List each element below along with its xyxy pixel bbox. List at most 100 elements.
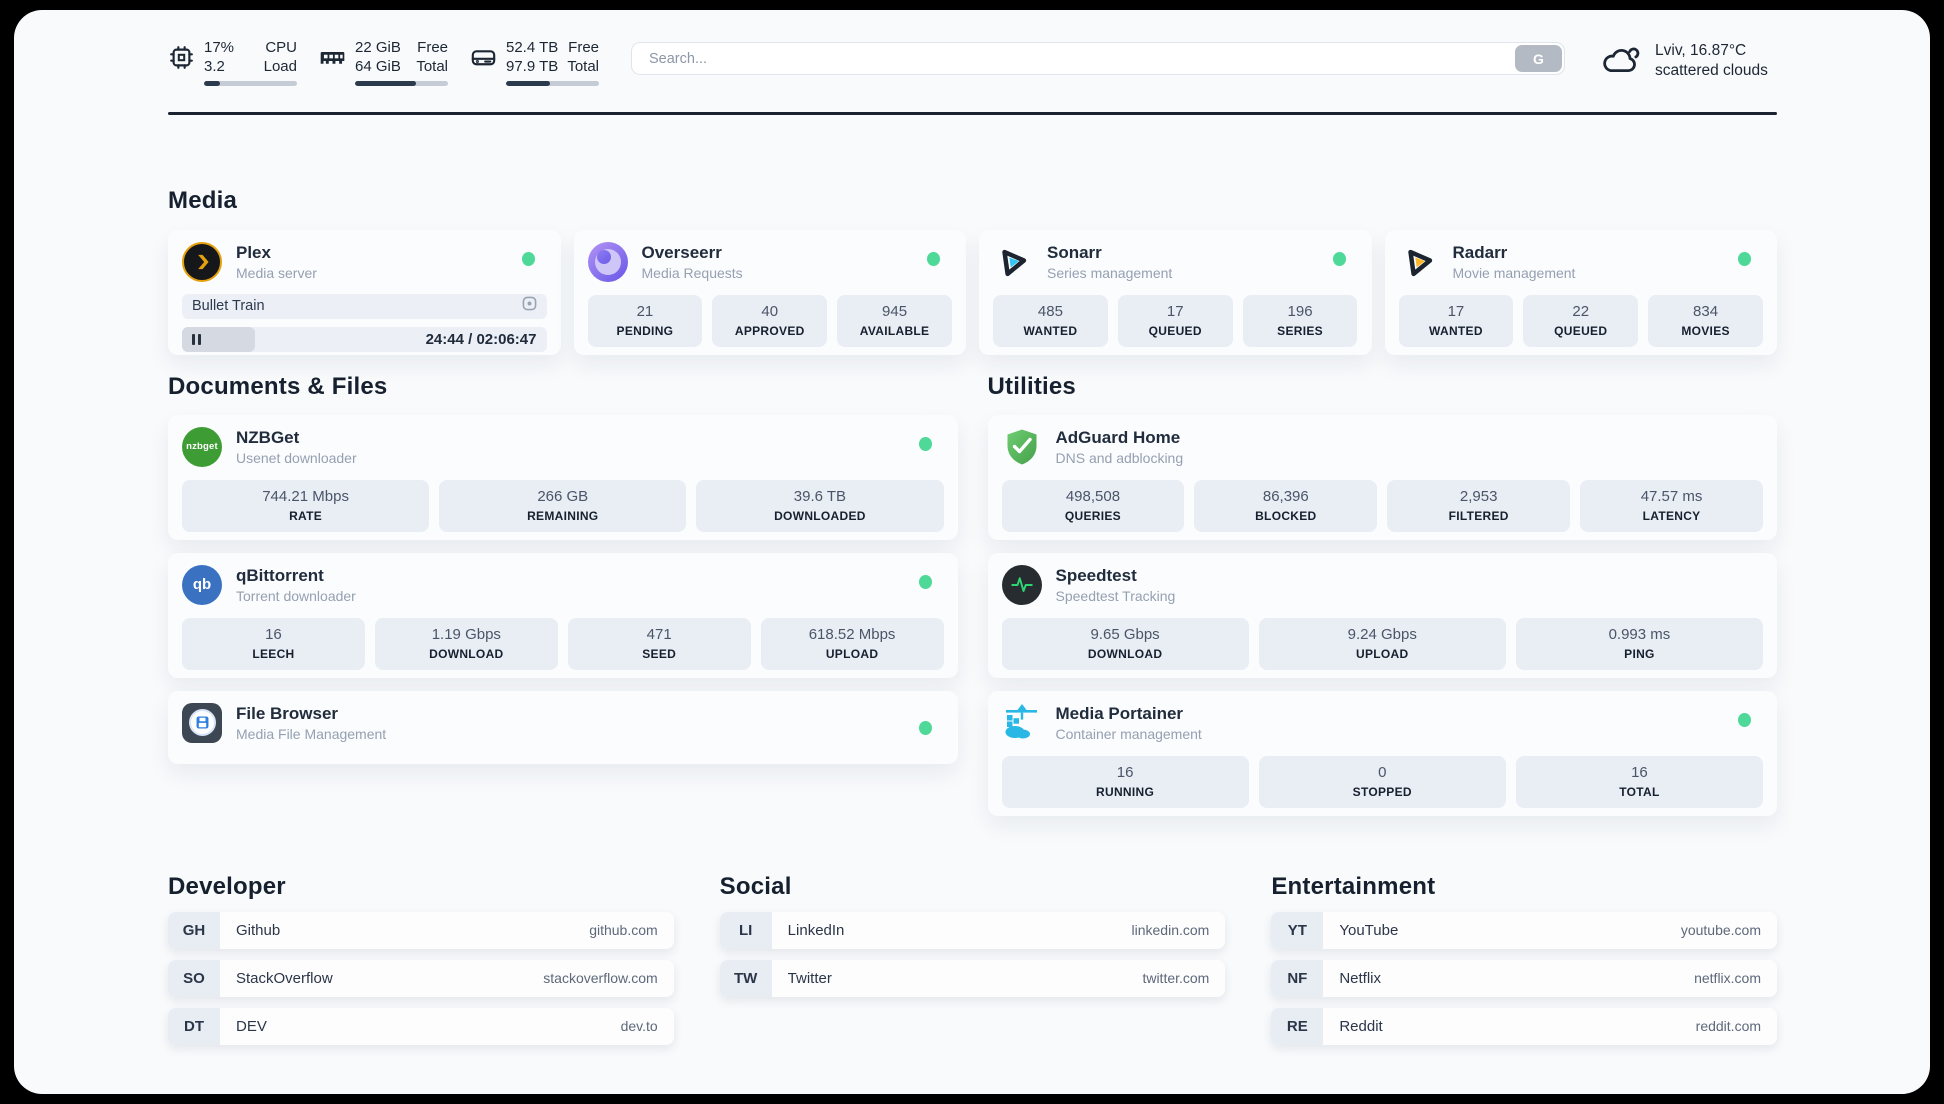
- stat-upload: 618.52 Mbps UPLOAD: [760, 617, 944, 670]
- sonarr-icon: [993, 242, 1033, 282]
- app-card-radarr[interactable]: Radarr Movie management 17 WANTED 22 QUE…: [1384, 229, 1777, 355]
- app-card-sonarr[interactable]: Sonarr Series management 485 WANTED 17 Q…: [979, 229, 1372, 355]
- link-row-reddit[interactable]: RE Reddit reddit.com: [1271, 1007, 1778, 1045]
- status-online-dot: [918, 720, 932, 735]
- app-subtitle: DNS and adblocking: [1055, 449, 1184, 466]
- app-title: Plex: [236, 242, 271, 262]
- stat-rate: 744.21 Mbps RATE: [182, 479, 430, 532]
- stat-filtered: 2,953 FILTERED: [1387, 479, 1571, 532]
- stat-pending: 21 PENDING: [587, 294, 703, 347]
- status-online-dot: [1332, 251, 1346, 266]
- cpu-icon: [168, 44, 195, 71]
- stat-seed: 471 SEED: [567, 617, 751, 670]
- system-widgets: 17% 3.2 CPU Load: [168, 38, 599, 86]
- qbittorrent-icon: qb: [182, 564, 222, 605]
- link-row-dev[interactable]: DT DEV dev.to: [168, 1007, 674, 1045]
- cloud-icon: [1599, 41, 1643, 82]
- search-engine-button[interactable]: G: [1515, 45, 1562, 72]
- app-subtitle: Media server: [236, 264, 317, 281]
- cpu-load-value: 3.2: [204, 58, 225, 75]
- memory-free-label: Free: [417, 39, 448, 56]
- memory-widget: 22 GiB 64 GiB Free Total: [319, 38, 448, 86]
- link-abbr: YT: [1271, 911, 1324, 949]
- link-row-stackoverflow[interactable]: SO StackOverflow stackoverflow.com: [168, 959, 674, 997]
- link-row-linkedin[interactable]: LI LinkedIn linkedin.com: [719, 911, 1226, 949]
- cpu-label: CPU: [265, 39, 297, 56]
- stat-approved: 40 APPROVED: [712, 294, 828, 347]
- memory-total-value: 64 GiB: [355, 58, 401, 75]
- link-name: Netflix: [1339, 969, 1382, 987]
- adguard-icon: [1002, 427, 1042, 467]
- player-progress-row: 24:44 / 02:06:47: [182, 326, 547, 352]
- app-subtitle: Container management: [1055, 725, 1202, 742]
- app-card-overseerr[interactable]: Overseerr Media Requests 21 PENDING 40 A…: [573, 229, 966, 355]
- weather-location-temp: Lviv, 16.87°C: [1655, 42, 1747, 59]
- link-row-twitter[interactable]: TW Twitter twitter.com: [719, 959, 1226, 997]
- app-card-speedtest[interactable]: Speedtest Speedtest Tracking 9.65 Gbps D…: [987, 552, 1777, 678]
- app-subtitle: Media File Management: [236, 725, 387, 742]
- section-title-developer: Developer: [168, 872, 286, 900]
- link-row-netflix[interactable]: NF Netflix netflix.com: [1271, 959, 1778, 997]
- app-title: Overseerr: [641, 242, 722, 262]
- portainer-icon: [1002, 703, 1042, 743]
- weather-widget: Lviv, 16.87°C scattered clouds: [1599, 41, 1777, 82]
- stat-queued: 22 QUEUED: [1523, 294, 1639, 347]
- section-title-social: Social: [719, 872, 792, 900]
- link-url: netflix.com: [1694, 970, 1762, 986]
- stat-movies: 834 MOVIES: [1648, 294, 1763, 347]
- stat-queries: 498,508 QUERIES: [1001, 479, 1185, 532]
- section-title-utilities: Utilities: [987, 372, 1076, 400]
- stat-total: 16 TOTAL: [1515, 755, 1764, 808]
- link-url: twitter.com: [1142, 970, 1210, 986]
- disk-total-label: Total: [567, 58, 599, 75]
- app-title: NZBGet: [236, 427, 300, 447]
- link-row-youtube[interactable]: YT YouTube youtube.com: [1271, 911, 1778, 949]
- link-name: StackOverflow: [236, 969, 333, 987]
- weather-condition: scattered clouds: [1655, 62, 1768, 79]
- memory-total-label: Total: [416, 58, 448, 75]
- status-online-dot: [918, 436, 932, 451]
- utilities-column: Utilities: [987, 355, 1777, 816]
- link-abbr: SO: [168, 959, 220, 997]
- app-subtitle: Usenet downloader: [236, 449, 357, 466]
- speedtest-icon: [1001, 564, 1042, 605]
- link-row-github[interactable]: GH Github github.com: [168, 911, 674, 949]
- link-abbr: GH: [168, 911, 220, 949]
- app-title: AdGuard Home: [1055, 427, 1181, 447]
- app-card-nzbget[interactable]: nzbget NZBGet Usenet downloader 744.21 M…: [168, 414, 958, 540]
- now-playing-row: Bullet Train: [182, 293, 547, 319]
- app-card-adguard[interactable]: AdGuard Home DNS and adblocking 498,508 …: [987, 414, 1777, 540]
- status-online-dot: [927, 251, 940, 266]
- stat-wanted: 17 WANTED: [1398, 294, 1514, 347]
- app-title: Speedtest: [1055, 565, 1137, 585]
- entertainment-links: Entertainment YT YouTube youtube.com NF …: [1271, 872, 1778, 1045]
- disk-free-value: 52.4 TB: [506, 39, 559, 56]
- stat-wanted: 485 WANTED: [993, 294, 1108, 347]
- memory-free-value: 22 GiB: [355, 39, 401, 56]
- pause-icon[interactable]: [192, 333, 201, 345]
- app-title: Sonarr: [1047, 242, 1102, 262]
- developer-links: Developer GH Github github.com SO StackO…: [168, 873, 674, 1045]
- cpu-percent: 17%: [204, 39, 235, 56]
- search-input[interactable]: [631, 42, 1565, 75]
- app-card-filebrowser[interactable]: File Browser Media File Management: [168, 690, 958, 764]
- stat-series: 196 SERIES: [1242, 294, 1358, 347]
- app-title: Media Portainer: [1055, 703, 1184, 723]
- app-title: File Browser: [236, 703, 339, 723]
- now-playing-title: Bullet Train: [192, 298, 265, 314]
- app-card-qbittorrent[interactable]: qb qBittorrent Torrent downloader 16 LEE…: [168, 552, 958, 678]
- player-time: 24:44 / 02:06:47: [425, 330, 537, 348]
- overseerr-icon: [587, 241, 628, 282]
- cpu-widget: 17% 3.2 CPU Load: [168, 38, 297, 86]
- link-url: dev.to: [620, 1018, 658, 1034]
- status-online-dot: [521, 251, 535, 266]
- disk-total-value: 97.9 TB: [506, 58, 559, 75]
- stat-running: 16 RUNNING: [1001, 755, 1249, 808]
- app-subtitle: Media Requests: [641, 264, 743, 281]
- stat-leech: 16 LEECH: [182, 617, 365, 670]
- stat-ping: 0.993 ms PING: [1515, 617, 1764, 670]
- app-card-portainer[interactable]: Media Portainer Container management 16 …: [987, 690, 1777, 816]
- stat-downloaded: 39.6 TB DOWNLOADED: [696, 479, 944, 532]
- app-card-plex[interactable]: Plex Media server Bullet Train 24:44 / 0…: [168, 229, 561, 355]
- section-title-entertainment: Entertainment: [1271, 872, 1436, 900]
